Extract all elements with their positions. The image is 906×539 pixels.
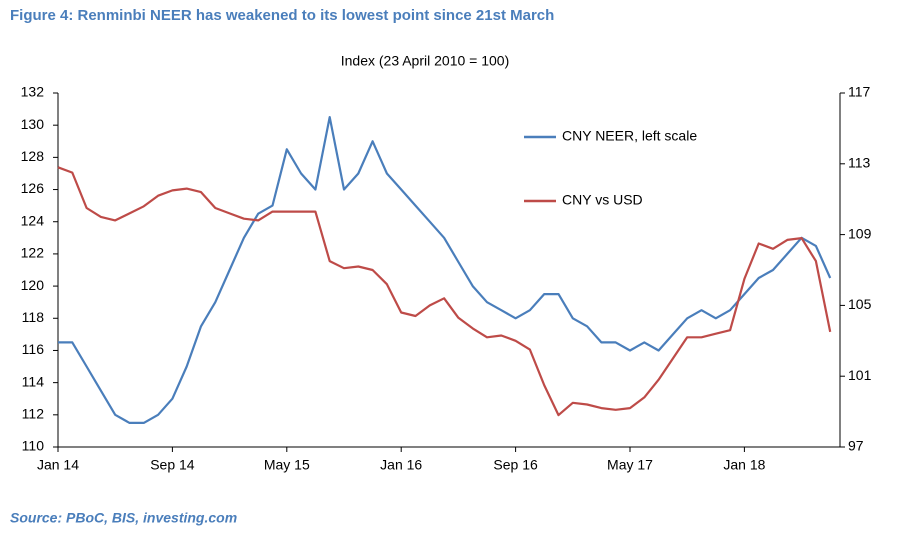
y2-tick-label: 101 [848,367,872,383]
chart-title: Figure 4: Renminbi NEER has weakened to … [10,7,554,24]
y2-tick-label: 109 [848,225,872,241]
y-tick-label: 120 [21,277,45,293]
y-tick-label: 132 [21,84,45,100]
x-tick-label: Sep 14 [150,457,195,473]
legend-label: CNY vs USD [562,192,643,208]
y-tick-label: 116 [22,341,45,357]
y-tick-label: 128 [21,148,45,164]
y-tick-label: 124 [21,212,45,228]
chart-subtitle: Index (23 April 2010 = 100) [341,53,510,69]
y2-tick-label: 105 [848,296,872,312]
y-tick-label: 118 [22,309,45,325]
source: Source: PBoC, BIS, investing.com [10,510,237,526]
y-tick-label: 110 [22,438,45,454]
x-tick-label: May 15 [264,457,310,473]
legend-label: CNY NEER, left scale [562,128,697,144]
x-tick-label: Jan 18 [723,457,765,473]
series-line [58,116,832,424]
y2-tick-label: 113 [848,155,871,171]
x-tick-label: Jan 14 [37,457,79,473]
series-line [57,166,832,417]
y-tick-label: 122 [21,245,45,261]
x-tick-label: May 17 [607,457,653,473]
y-tick-label: 114 [22,373,45,389]
y2-tick-label: 97 [848,438,864,454]
y2-tick-label: 117 [848,84,871,100]
y-tick-label: 112 [22,406,45,422]
y-tick-label: 130 [21,116,45,132]
x-tick-label: Sep 16 [493,457,538,473]
x-tick-label: Jan 16 [380,457,422,473]
y-tick-label: 126 [21,180,45,196]
